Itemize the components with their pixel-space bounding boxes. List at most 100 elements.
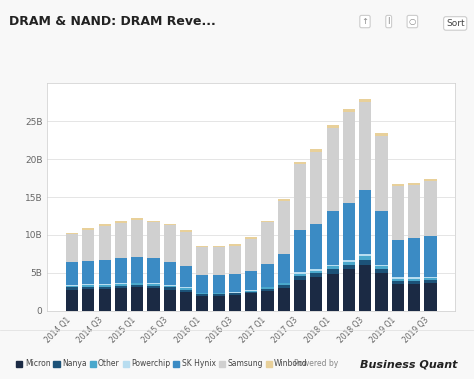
Bar bbox=[115, 223, 127, 258]
Bar bbox=[99, 260, 111, 284]
Bar bbox=[82, 285, 94, 287]
Bar bbox=[424, 236, 437, 277]
Bar bbox=[424, 181, 437, 236]
Bar bbox=[131, 257, 143, 283]
Text: Powered by: Powered by bbox=[294, 359, 338, 368]
Bar bbox=[99, 226, 111, 260]
Bar bbox=[359, 190, 371, 254]
Bar bbox=[229, 295, 241, 311]
Bar bbox=[261, 289, 273, 291]
Bar bbox=[278, 199, 290, 201]
Bar bbox=[392, 186, 404, 240]
Bar bbox=[343, 112, 355, 203]
Bar bbox=[327, 265, 339, 266]
Bar bbox=[196, 275, 209, 293]
Bar bbox=[180, 288, 192, 290]
Bar bbox=[261, 221, 273, 222]
Bar bbox=[66, 233, 78, 234]
Bar bbox=[375, 265, 388, 266]
Bar bbox=[131, 287, 143, 311]
Bar bbox=[82, 230, 94, 261]
Bar bbox=[245, 237, 257, 239]
Bar bbox=[147, 283, 160, 284]
Bar bbox=[278, 288, 290, 311]
Bar bbox=[229, 274, 241, 292]
Bar bbox=[82, 284, 94, 285]
Bar bbox=[131, 218, 143, 220]
Bar bbox=[294, 272, 306, 274]
Bar bbox=[327, 125, 339, 128]
Bar bbox=[66, 262, 78, 285]
Bar bbox=[180, 232, 192, 266]
Bar bbox=[261, 222, 273, 264]
Bar bbox=[392, 277, 404, 279]
Text: Business Quant: Business Quant bbox=[360, 360, 458, 370]
Bar bbox=[164, 287, 176, 290]
Bar bbox=[294, 230, 306, 272]
Bar bbox=[343, 260, 355, 262]
Bar bbox=[392, 284, 404, 311]
Text: ↑: ↑ bbox=[362, 17, 368, 26]
Bar bbox=[115, 221, 127, 223]
Bar bbox=[147, 284, 160, 286]
Bar bbox=[115, 284, 127, 286]
Bar bbox=[343, 203, 355, 260]
Bar bbox=[164, 224, 176, 225]
Bar bbox=[164, 290, 176, 311]
Bar bbox=[99, 289, 111, 311]
Bar bbox=[196, 293, 209, 294]
Bar bbox=[245, 293, 257, 311]
Bar bbox=[196, 294, 209, 296]
Bar bbox=[115, 286, 127, 288]
Bar bbox=[131, 220, 143, 257]
Bar bbox=[343, 262, 355, 265]
Bar bbox=[359, 254, 371, 256]
Bar bbox=[408, 284, 420, 311]
Bar bbox=[196, 247, 209, 275]
Bar bbox=[131, 285, 143, 287]
Bar bbox=[359, 102, 371, 190]
Bar bbox=[375, 273, 388, 311]
Bar bbox=[375, 266, 388, 269]
Bar bbox=[327, 211, 339, 265]
Bar bbox=[392, 281, 404, 284]
Bar bbox=[408, 238, 420, 277]
Bar bbox=[180, 266, 192, 287]
Bar bbox=[66, 287, 78, 290]
Bar bbox=[180, 290, 192, 292]
Bar bbox=[310, 269, 322, 271]
Bar bbox=[343, 109, 355, 112]
Bar bbox=[212, 293, 225, 294]
Bar bbox=[212, 296, 225, 311]
Bar bbox=[327, 274, 339, 311]
Bar bbox=[261, 264, 273, 287]
Bar bbox=[408, 277, 420, 279]
Bar bbox=[294, 280, 306, 311]
Bar bbox=[278, 283, 290, 285]
Bar bbox=[229, 293, 241, 295]
Bar bbox=[82, 287, 94, 289]
Bar bbox=[66, 290, 78, 311]
Bar bbox=[408, 279, 420, 281]
Bar bbox=[245, 292, 257, 293]
Bar bbox=[375, 269, 388, 273]
Bar bbox=[310, 224, 322, 269]
Bar bbox=[99, 224, 111, 226]
Bar bbox=[164, 225, 176, 262]
Bar bbox=[310, 273, 322, 277]
Bar bbox=[245, 290, 257, 291]
Bar bbox=[229, 292, 241, 293]
Bar bbox=[408, 281, 420, 284]
Bar bbox=[327, 128, 339, 211]
Bar bbox=[212, 294, 225, 296]
Bar bbox=[147, 288, 160, 311]
Bar bbox=[99, 287, 111, 289]
Bar bbox=[278, 201, 290, 254]
Bar bbox=[66, 286, 78, 287]
Bar bbox=[392, 240, 404, 277]
Bar bbox=[147, 286, 160, 288]
Bar bbox=[82, 289, 94, 311]
Bar bbox=[310, 152, 322, 224]
Bar bbox=[115, 283, 127, 284]
Bar bbox=[294, 164, 306, 230]
